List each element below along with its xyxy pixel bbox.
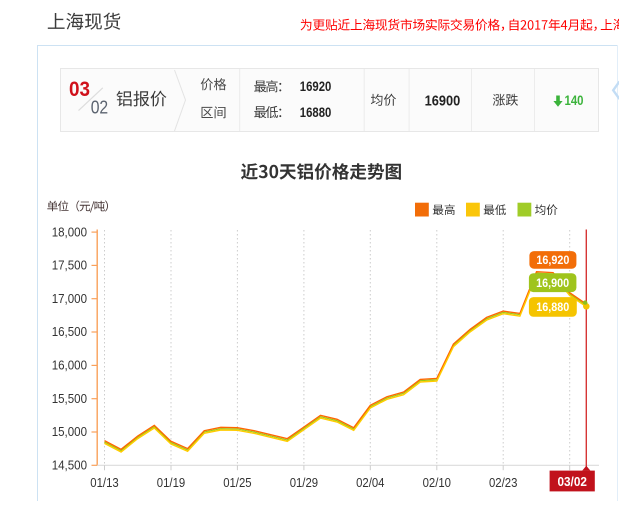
svg-text:15,500: 15,500 [52,392,87,406]
svg-text:14,500: 14,500 [52,459,87,473]
svg-text:01/19: 01/19 [157,476,185,490]
svg-text:16,000: 16,000 [52,359,87,373]
svg-text:16,500: 16,500 [52,325,87,339]
svg-text:03/02: 03/02 [557,474,587,489]
svg-text:18,000: 18,000 [52,225,87,239]
svg-text:01/25: 01/25 [223,476,251,490]
svg-text:16,880: 16,880 [536,302,569,314]
svg-text:16880: 16880 [300,104,332,120]
svg-text:16920: 16920 [300,78,332,94]
svg-text:16,900: 16,900 [536,278,569,290]
svg-text:15,000: 15,000 [52,425,87,439]
svg-text:16,920: 16,920 [536,255,569,267]
svg-text:01/13: 01/13 [90,476,118,490]
svg-text:140: 140 [565,92,584,108]
svg-text:02: 02 [91,98,109,118]
svg-text:02/10: 02/10 [423,476,451,490]
svg-text:02/23: 02/23 [489,476,517,490]
svg-text:02/04: 02/04 [356,476,384,490]
svg-text:17,500: 17,500 [52,259,87,273]
svg-text:16900: 16900 [425,92,461,109]
svg-text:17,000: 17,000 [52,292,87,306]
svg-text:01/29: 01/29 [290,476,318,490]
svg-text:03: 03 [69,78,90,101]
